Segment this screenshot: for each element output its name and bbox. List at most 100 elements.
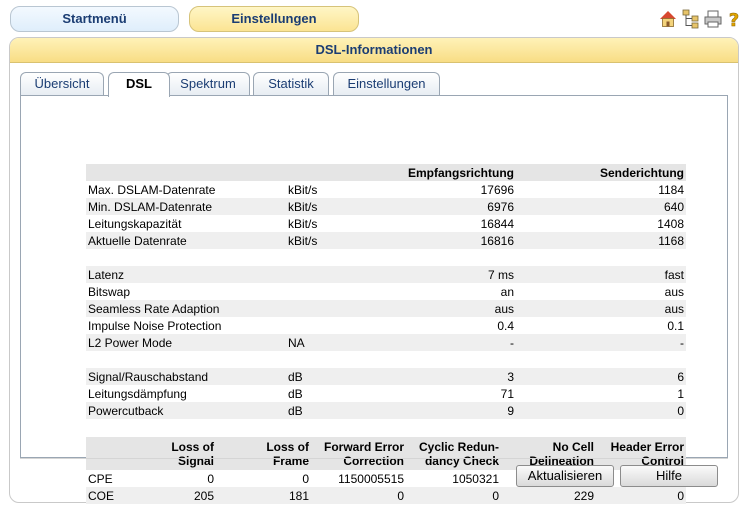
table-row: Leitungsdämpfung dB 71 1 [86,385,686,402]
settings-nav-button[interactable]: Einstellungen [189,6,359,32]
table-cell: COE [86,487,126,504]
header-line: Loss of [266,439,309,454]
table-cell: dB [286,402,396,419]
tab-statistik[interactable]: Statistik [253,72,329,96]
table-cell: 3 [396,368,516,385]
table-cell: an [500,284,514,299]
table-cell: kBit/s [288,216,318,231]
column-header: Empfangsrichtung [396,164,516,181]
error-counters-table: Loss of Signal Loss of Frame Forward Error Co… [86,437,686,504]
table-cell: Powercutback [86,402,286,419]
table-cell [86,351,286,368]
table-cell: Leitungsdämpfung [88,386,187,401]
table-cell: dB [288,386,303,401]
table-cell [396,249,516,266]
table-row: Leitungskapazität kBit/s 16844 1408 [86,215,686,232]
header-line: Frame [272,453,309,468]
table-cell [516,351,686,368]
table-cell [286,300,396,317]
column-header: Loss of Signal [126,437,216,470]
table-cell: aus [396,300,516,317]
tab-spektrum[interactable]: Spektrum [166,72,250,96]
print-icon[interactable] [704,9,722,29]
table-cell: 1050321 [452,471,499,486]
table-cell: 0 [311,487,406,504]
footer-divider [20,458,728,459]
column-header: Header Error Control [596,437,686,470]
table-cell: 181 [216,487,311,504]
header-line: Correction [343,453,404,468]
tab-dsl[interactable]: DSL [108,72,170,97]
header-line: Forward Error [323,439,404,454]
tab-uebersicht[interactable]: Übersicht [20,72,104,96]
table-cell: 6976 [396,198,516,215]
table-cell: 7 ms [396,266,516,283]
table-row: Min. DSLAM-Datenrate kBit/s 6976 640 [86,198,686,215]
table-cell: 71 [500,386,514,401]
header-line: Cyclic Redun- [418,439,499,454]
table-row: Seamless Rate Adaption aus aus [86,300,686,317]
table-cell: Seamless Rate Adaption [86,300,286,317]
help-icon[interactable]: ? [725,9,743,32]
column-header: Senderichtung [516,164,686,181]
table-cell: 0.4 [497,318,514,333]
table-row: Max. DSLAM-Datenrate kBit/s 17696 1184 [86,181,686,198]
table-row: Powercutback dB 9 0 [86,402,686,419]
header-line: dancy Check [424,453,499,468]
header-line: No Cell [552,439,594,454]
table-cell [286,249,396,266]
svg-text:?: ? [729,10,739,29]
table-cell: 1 [677,386,684,401]
tab-einstellungen[interactable]: Einstellungen [333,72,440,96]
table-cell: fast [516,266,686,283]
table-cell: kBit/s [288,182,318,197]
table-row: Impulse Noise Protection 0.4 0.1 [86,317,686,334]
tab-content: Empfangsrichtung Senderichtung Max. DSLAM-… [20,95,728,504]
column-header [86,164,286,181]
network-icon[interactable] [682,9,700,29]
column-header [86,437,126,470]
home-icon[interactable] [659,9,677,29]
table-cell: 0 [207,471,214,486]
table-cell: 17696 [480,182,514,197]
table-cell: 9 [396,402,516,419]
table-row: COE 205 181 0 0 229 0 [86,487,686,504]
startmenu-button[interactable]: Startmenü [10,6,179,32]
help-button[interactable]: Hilfe [620,465,718,487]
table-cell: Impulse Noise Protection [88,318,222,333]
table-cell: 16844 [480,216,514,231]
header-line: Loss of [171,439,214,454]
table-row: Signal/Rauschabstand dB 3 6 [86,368,686,385]
column-header: Cyclic Redun-dancy Check [406,437,501,470]
table-cell: 16816 [396,232,516,249]
table-cell [286,351,396,368]
table-cell: aus [664,284,684,299]
table-cell: 1408 [657,216,684,231]
table-cell: 1184 [658,182,684,197]
dsl-info-panel: DSL-Informationen Übersicht DSL Spektrum… [9,37,739,504]
table-row: Latenz 7 ms fast [86,266,686,283]
column-header [286,164,396,181]
table-header-row: Empfangsrichtung Senderichtung [86,164,686,181]
header-line: Signal [177,453,214,468]
panel-title: DSL-Informationen [10,38,738,63]
table-cell: - [396,334,516,351]
column-header: No Cell Delineation [501,437,596,470]
table-cell: Bitswap [88,284,131,299]
table-cell [86,249,286,266]
table-cell: Aktuelle Datenrate [86,232,286,249]
table-cell [286,317,396,334]
refresh-button[interactable]: Aktualisieren [516,465,614,487]
table-cell [286,266,396,283]
dsl-parameters-table: Empfangsrichtung Senderichtung Max. DSLAM-… [86,164,686,419]
table-cell: kBit/s [286,232,396,249]
column-header: Forward Error Correction [311,437,406,470]
table-row: Bitswap an aus [86,283,686,300]
table-cell: aus [516,300,686,317]
top-icon-bar: ? [659,9,749,31]
header-line: Header Error [610,439,684,454]
table-cell: 0 [302,471,309,486]
table-cell: 0 [596,487,686,504]
table-row [86,351,686,368]
table-cell [286,283,396,300]
